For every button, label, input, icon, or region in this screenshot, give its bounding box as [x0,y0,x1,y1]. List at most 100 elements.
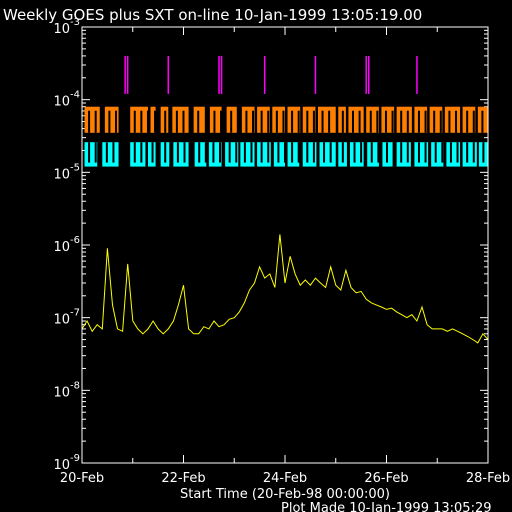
status-gap [175,110,178,133]
status-block [429,106,443,133]
status-gap [114,110,117,133]
status-gap [384,110,387,133]
status-gap [94,110,97,133]
x-axis-label: Start Time (20-Feb-98 00:00:00) [180,487,390,502]
status-block [414,106,428,133]
status-gap [472,110,475,133]
status-gap [277,142,280,163]
plot-footer: Plot Made 10-Jan-1999 13:05:29 [281,501,492,512]
status-gap [88,110,91,133]
status-gap [482,142,485,163]
status-gap [252,110,255,133]
status-gap [417,142,420,163]
status-block [272,106,285,133]
status-gap [441,142,444,163]
status-gap [369,110,372,133]
status-gap [297,142,300,163]
status-gap [250,142,253,163]
plot-frame [81,26,489,464]
status-block [208,142,222,167]
status-gap [400,110,403,133]
status-block [287,142,300,167]
status-block [367,142,379,167]
status-gap [306,110,309,133]
status-gap [321,110,324,133]
status-gap [466,142,469,163]
status-gap [267,110,270,133]
status-gap [312,142,315,163]
status-gap [360,142,363,163]
status-gap [260,142,263,163]
status-gap [424,110,427,133]
status-gap [282,110,285,133]
status-block [173,142,189,167]
status-gap [235,142,238,163]
status-gap [306,142,309,163]
status-gap [455,110,458,133]
status-gap [220,110,223,133]
status-gap [291,142,294,163]
status-gap [164,110,167,133]
status-gap [439,110,442,133]
status-block [150,106,156,133]
status-gap [146,110,149,133]
flux-series [81,234,489,344]
x-tick-label: 20-Feb [60,471,104,486]
status-gap [328,110,331,133]
status-block [287,106,301,133]
status-gap [351,110,354,133]
status-block [431,142,444,167]
status-block [366,106,379,133]
status-block [444,106,461,133]
status-gap [456,142,459,163]
status-gap [140,110,143,133]
status-gap [312,110,315,133]
status-gap [376,110,379,133]
status-block [273,142,285,167]
status-gap [400,142,403,163]
status-block [84,142,98,167]
status-gap [133,142,136,163]
status-gap [204,142,207,163]
status-gap [434,142,437,163]
status-block [302,106,316,133]
status-gap [154,110,157,133]
status-gap [94,142,97,163]
status-gap [133,110,136,133]
flux-line [81,234,489,344]
status-gap [323,142,326,163]
status-block [257,106,270,133]
status-gap [341,110,344,133]
x-axis: 20-Feb 22-Feb 24-Feb 26-Feb 28-Feb [60,27,510,486]
status-gap [358,110,361,133]
status-block [319,142,336,167]
chart-title: Weekly GOES plus SXT on-line 10-Jan-1999… [3,6,422,24]
status-block [225,142,239,167]
status-gap [182,110,185,133]
status-gap [297,110,300,133]
status-gap [417,110,420,133]
status-gap [176,142,179,163]
status-block [130,142,146,167]
status-gap [228,142,231,163]
status-gap [353,142,356,163]
status-block [84,106,100,133]
status-gap [283,142,286,163]
status-block [381,106,395,133]
status-gap [88,142,91,163]
status-gap [385,142,388,163]
status-gap [151,142,154,163]
status-block [348,106,364,133]
status-gap [448,110,451,133]
status-gap [275,110,278,133]
status-block [209,106,222,133]
status-gap [198,142,201,163]
x-tick-label: 22-Feb [161,471,205,486]
status-gap [472,142,475,163]
status-gap [329,142,332,163]
status-gap [112,142,115,163]
status-gap [370,142,373,163]
status-gap [449,142,452,163]
status-gap [105,142,108,163]
status-block [396,106,412,133]
